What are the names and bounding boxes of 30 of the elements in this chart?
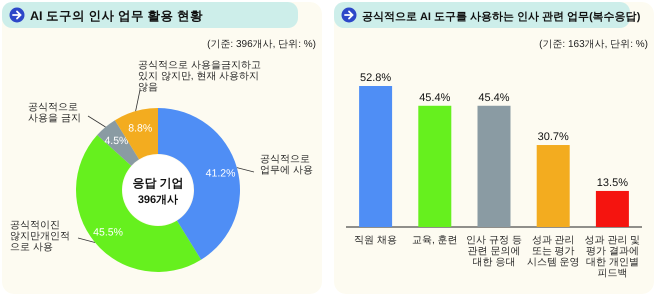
- data-label: 45.5%: [93, 226, 123, 239]
- data-label: 30.7%: [538, 131, 570, 144]
- x-tick-label: 직원 채용: [354, 235, 397, 246]
- data-label: 13.5%: [596, 176, 628, 189]
- slice-label: 공식적으로 사용을 금지: [28, 102, 81, 124]
- bar: [596, 190, 629, 227]
- chart-subtitle: (기준: 396개사, 단위: %): [207, 39, 316, 50]
- x-tick-label: 교육, 훈련: [412, 235, 458, 246]
- x-tick-label: 성과 관리 및 평가 결과에 대한 개인별 피드백: [584, 235, 640, 279]
- text: 396개사: [138, 194, 178, 206]
- slice-label: 공식적으로 사용을금지하고 있지 않지만, 현재 사용하지 않음: [138, 60, 261, 93]
- chart-title: 공식적으로 AI 도구를 사용하는 인사 관련 업무(복수응답): [362, 11, 641, 23]
- data-label: 45.4%: [419, 92, 451, 104]
- text: 응답 기업: [132, 176, 184, 190]
- bar: [478, 106, 510, 227]
- bar: [359, 86, 392, 227]
- data-label: 4.5%: [104, 135, 128, 148]
- data-label: 8.8%: [128, 122, 152, 134]
- slice-label: 공식적이진 않지만개인적 으로 사용: [10, 220, 70, 253]
- slice-label: 공식적으로 업무에 사용: [260, 154, 313, 176]
- chart-subtitle: (기준: 163개사, 단위: %): [539, 39, 648, 50]
- donut-slice: [76, 135, 202, 272]
- x-tick-label: 성과 관리 또는 평가 시스템 운영: [526, 235, 580, 268]
- data-label: 52.8%: [360, 72, 392, 84]
- data-label: 45.4%: [478, 92, 510, 104]
- bar: [418, 106, 452, 227]
- bar: [536, 145, 570, 227]
- data-label: 41.2%: [206, 167, 236, 180]
- x-tick-label: 인사 규정 등 관련 문의에 대한 응대: [466, 235, 522, 268]
- chart-title: AI 도구의 인사 업무 활용 현황: [30, 9, 203, 23]
